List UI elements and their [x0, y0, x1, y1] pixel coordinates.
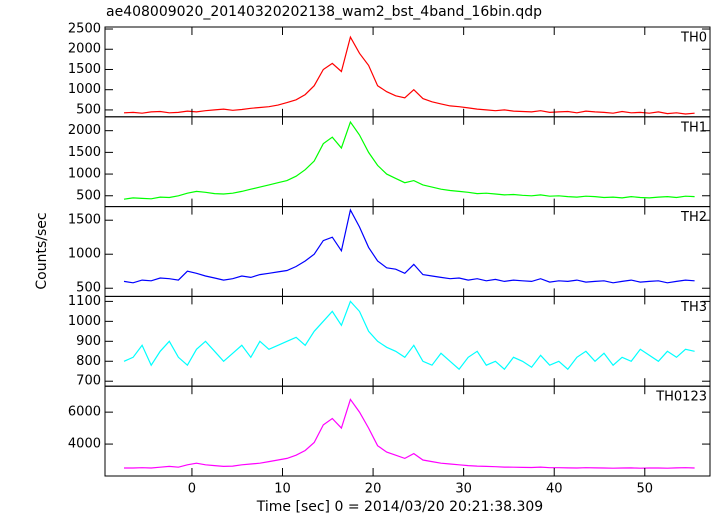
- panel-label: TH1: [680, 120, 707, 135]
- panel-label: TH3: [680, 300, 707, 315]
- panel-frame: [104, 385, 711, 477]
- y-tick-label: 2000: [68, 123, 101, 138]
- y-tick-label: 1000: [68, 82, 101, 97]
- y-tick-label: 1500: [68, 145, 101, 160]
- y-tick-label: 800: [76, 354, 101, 369]
- y-tick-label: 6000: [68, 405, 101, 420]
- x-tick-label: 40: [546, 482, 563, 497]
- light-curve: [123, 208, 695, 284]
- light-curve: [123, 35, 695, 115]
- y-tick-label: 1500: [68, 213, 101, 228]
- y-tick-label: 1000: [68, 314, 101, 329]
- y-tick-label: 2500: [68, 22, 101, 37]
- y-tick-label: 500: [76, 102, 101, 117]
- panel-label: TH0: [680, 31, 707, 46]
- x-tick-label: 20: [365, 482, 382, 497]
- light-curve: [124, 398, 695, 469]
- y-tick-label: 900: [76, 334, 101, 349]
- y-tick-label: 1100: [68, 294, 101, 309]
- y-tick-label: 2000: [68, 42, 101, 57]
- y-tick-label: 500: [76, 188, 101, 203]
- x-tick-label: 0: [188, 482, 196, 497]
- y-tick-label: 4000: [68, 437, 101, 452]
- x-axis-label: Time [sec] 0 = 2014/03/20 20:21:38.309: [256, 499, 543, 515]
- chart-title: ae408009020_20140320202138_wam2_bst_4ban…: [106, 4, 542, 20]
- panel-frame: [104, 116, 711, 208]
- x-tick-label: 50: [637, 482, 654, 497]
- x-tick-label: 30: [455, 482, 472, 497]
- panel-frame: [104, 295, 711, 387]
- y-tick-label: 700: [76, 374, 101, 389]
- y-tick-label: 500: [76, 281, 101, 296]
- panel-label: TH2: [680, 210, 707, 225]
- y-axis-label: Counts/sec: [34, 212, 50, 289]
- y-tick-label: 1000: [68, 167, 101, 182]
- y-tick-label: 1000: [68, 247, 101, 262]
- y-tick-label: 1500: [68, 62, 101, 77]
- light-curve: [123, 120, 695, 200]
- panel-frame: [104, 26, 711, 118]
- panel-frame: [104, 206, 711, 297]
- panel-label: TH0123: [655, 390, 707, 405]
- x-tick-label: 10: [274, 482, 291, 497]
- light-curve: [123, 300, 695, 371]
